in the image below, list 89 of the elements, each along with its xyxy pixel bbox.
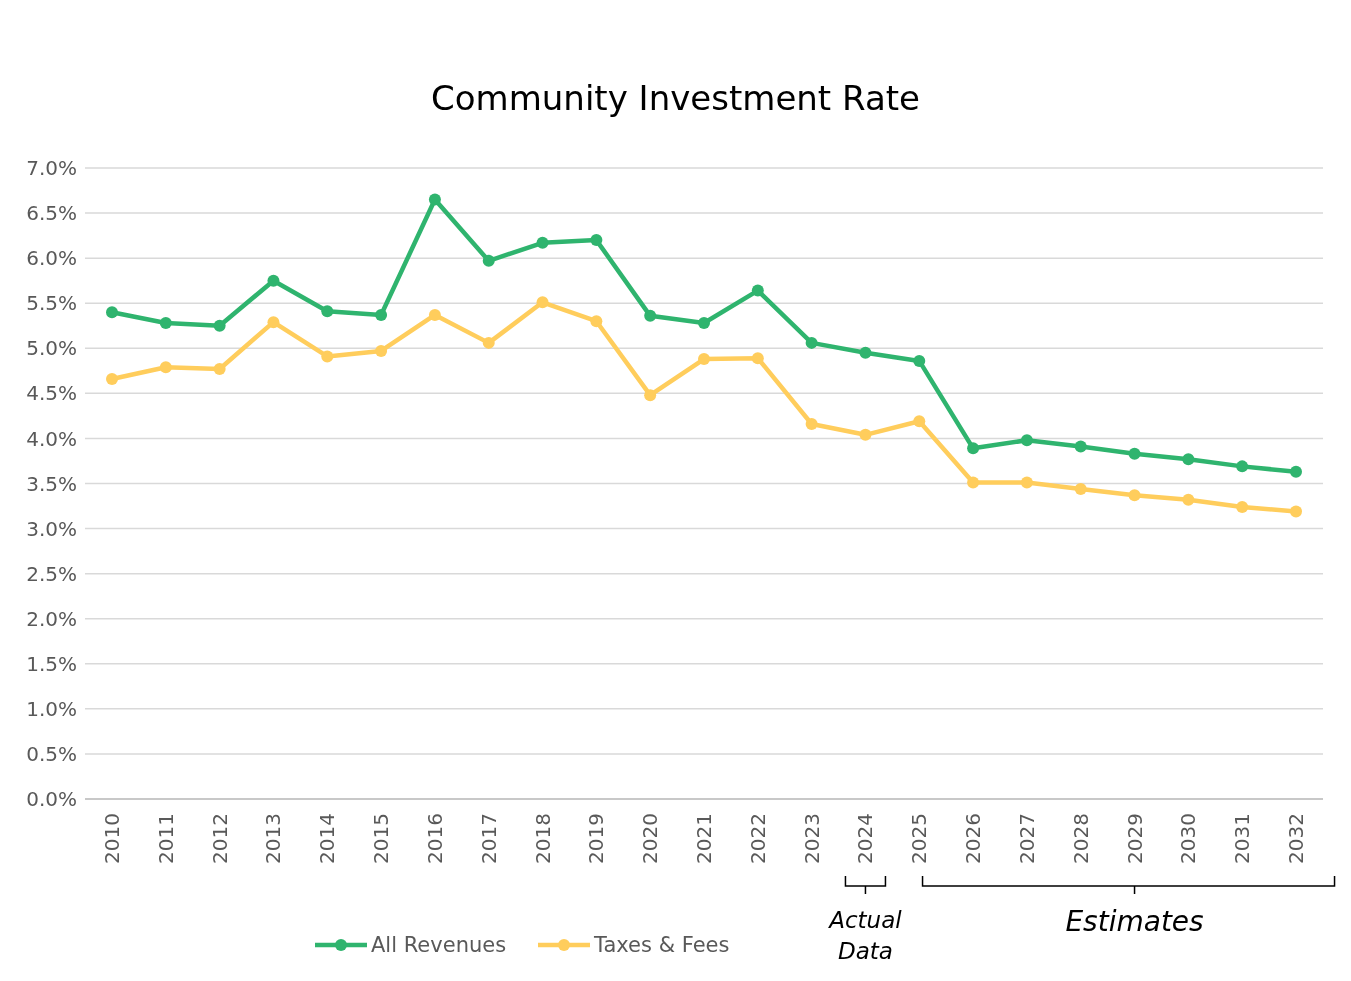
y-tick-label: 5.5%: [26, 291, 77, 316]
y-tick-label: 2.5%: [26, 561, 77, 586]
y-tick-label: 0.0%: [26, 787, 77, 812]
x-tick-label: 2026: [961, 813, 986, 864]
y-tick-label: 1.0%: [26, 696, 77, 721]
point: [1182, 493, 1195, 506]
point: [698, 353, 710, 366]
x-tick-label: 2028: [1068, 813, 1093, 864]
point: [321, 305, 334, 318]
y-tick-label: 3.0%: [26, 516, 77, 541]
y-tick-label: 0.5%: [26, 742, 77, 767]
x-tick-label: 2032: [1284, 813, 1308, 864]
point: [536, 236, 549, 249]
y-tick-label: 6.5%: [26, 201, 77, 226]
x-tick-label: 2024: [853, 813, 878, 864]
point: [267, 316, 280, 329]
y-tick-label: 5.0%: [26, 336, 77, 361]
x-tick-label: 2011: [153, 813, 178, 864]
annotation: Actual Data: [827, 907, 903, 964]
x-tick-label: 2015: [369, 813, 394, 864]
point: [213, 319, 226, 332]
point: [159, 317, 172, 330]
x-tick-label: 2020: [638, 813, 663, 864]
point: [805, 336, 818, 349]
x-tick-label: 2023: [799, 813, 824, 864]
point: [1182, 453, 1195, 466]
x-tick-label: 2010: [100, 813, 124, 864]
point: [644, 389, 657, 402]
point: [913, 415, 926, 428]
point: [590, 234, 603, 247]
point: [159, 361, 172, 374]
x-tick-label: 2017: [476, 813, 501, 864]
chart-title: Community Investment Rate: [430, 78, 921, 118]
x-tick-label: 2029: [1122, 813, 1147, 864]
point: [751, 352, 764, 365]
point: [1020, 434, 1033, 447]
point: [1236, 460, 1249, 473]
point: [1290, 465, 1302, 478]
point: [1074, 482, 1087, 495]
x-tick-label: 2022: [745, 813, 770, 864]
point: [321, 350, 334, 363]
point: [967, 442, 980, 455]
x-tick-label: 2018: [530, 813, 555, 864]
x-tick-label: 2012: [207, 813, 232, 864]
x-tick-label: 2019: [584, 813, 609, 864]
point: [698, 317, 710, 330]
point: [536, 296, 549, 309]
y-tick-label: 4.5%: [26, 381, 77, 406]
x-tick-label: 2013: [261, 813, 286, 864]
point: [482, 336, 495, 349]
point: [913, 354, 926, 367]
x-tick-label: 2025: [907, 813, 932, 864]
point: [1128, 447, 1141, 460]
point: [428, 193, 441, 206]
point: [859, 428, 872, 441]
point: [859, 346, 872, 359]
point: [428, 308, 441, 321]
point: [644, 309, 657, 322]
point: [590, 315, 603, 328]
point: [375, 308, 388, 321]
point: [482, 254, 495, 267]
legend-label: Taxes & Fees: [594, 933, 730, 957]
y-tick-label: 4.0%: [26, 426, 77, 451]
point: [106, 372, 118, 385]
point: [375, 344, 388, 357]
x-tick-label: 2014: [315, 813, 340, 864]
y-tick-label: 7.0%: [26, 156, 77, 181]
x-tick-label: 2030: [1176, 813, 1201, 864]
y-tick-label: 1.5%: [26, 651, 77, 676]
y-tick-label: 2.0%: [26, 606, 77, 631]
legend-label: All Revenues: [371, 933, 507, 957]
y-tick-label: 6.0%: [26, 246, 77, 271]
x-tick-label: 2031: [1230, 813, 1255, 864]
point: [751, 284, 764, 297]
annotation: Estimates: [1065, 905, 1204, 938]
point: [267, 274, 280, 287]
point: [967, 476, 980, 489]
x-tick-label: 2016: [422, 813, 447, 864]
point: [1236, 500, 1249, 513]
point: [1290, 505, 1302, 518]
x-tick-label: 2021: [692, 813, 716, 864]
y-tick-label: 3.5%: [26, 471, 77, 496]
point: [805, 418, 818, 431]
point: [1074, 440, 1087, 453]
point: [106, 306, 118, 319]
point: [1020, 476, 1033, 489]
point: [213, 363, 226, 376]
point: [1128, 489, 1141, 502]
x-tick-label: 2027: [1014, 813, 1039, 864]
